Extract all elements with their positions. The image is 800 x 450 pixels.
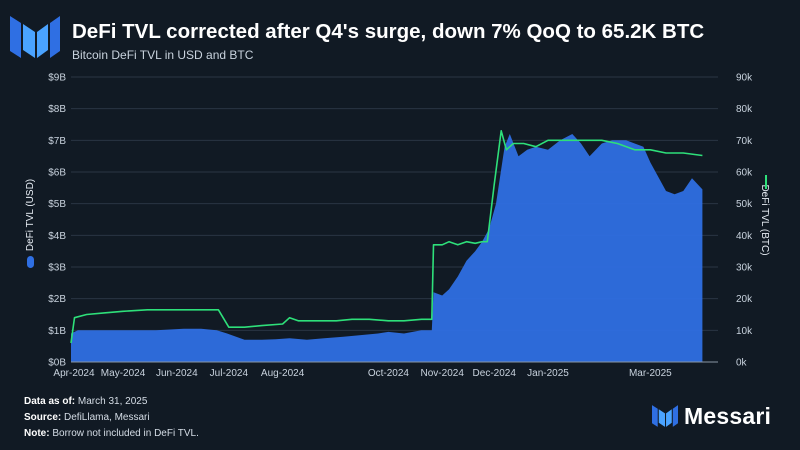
usd-area-series [71,134,702,362]
right-tick-label: 0k [736,358,748,369]
x-tick-label: May-2024 [101,368,146,379]
right-tick-label: 20k [736,294,753,305]
footer-note: Note: Borrow not included in DeFi TVL. [24,428,199,439]
x-tick-label: Aug-2024 [261,368,305,379]
left-tick-label: $6B [48,168,66,179]
left-tick-label: $0B [48,358,66,369]
right-tick-label: 60k [736,168,753,179]
x-tick-label: Jul-2024 [210,368,249,379]
left-tick-label: $2B [48,294,66,305]
left-tick-label: $1B [48,326,66,337]
left-tick-label: $4B [48,231,66,242]
right-axis-ticks: 0k 10k 20k 30k 40k 50k 60k 70k 80k 90k [736,73,753,369]
x-tick-label: Dec-2024 [473,368,517,379]
right-axis-legend: DeFi TVL (BTC) [759,184,770,255]
footer-source: Source: DefiLlama, Messari [24,412,150,423]
x-tick-label: Apr-2024 [53,368,95,379]
brand-logo: Messari [652,401,771,431]
right-tick-label: 10k [736,326,753,337]
left-tick-label: $5B [48,199,66,210]
note-value: Borrow not included in DeFi TVL. [50,428,199,439]
x-tick-label: Mar-2025 [629,368,672,379]
x-tick-label: Oct-2024 [368,368,410,379]
x-tick-label: Nov-2024 [421,368,465,379]
right-tick-label: 70k [736,136,753,147]
right-axis-label: DeFi TVL (BTC) [759,184,770,255]
x-tick-label: Jun-2024 [156,368,198,379]
left-axis-legend: DeFi TVL (USD) [25,179,36,251]
left-axis-ticks: $0B $1B $2B $3B $4B $5B $6B $7B $8B $9B [48,73,66,369]
source-value: DefiLlama, Messari [61,412,149,423]
left-tick-label: $9B [48,73,66,84]
footer-data-as-of: Data as of: March 31, 2025 [24,396,147,407]
left-tick-label: $7B [48,136,66,147]
left-tick-label: $3B [48,263,66,274]
brand-name: Messari [684,403,771,430]
brand-mark-icon [652,404,678,428]
right-tick-label: 50k [736,199,753,210]
right-tick-label: 40k [736,231,753,242]
right-tick-label: 30k [736,263,753,274]
x-axis-ticks: Apr-2024 May-2024 Jun-2024 Jul-2024 Aug-2024… [53,368,672,379]
btc-legend-swatch [765,175,767,189]
source-label: Source: [24,412,61,423]
right-tick-label: 90k [736,73,753,84]
data-as-of-value: March 31, 2025 [75,396,147,407]
data-as-of-label: Data as of: [24,396,75,407]
usd-legend-swatch [27,256,34,268]
left-tick-label: $8B [48,104,66,115]
x-tick-label: Jan-2025 [527,368,569,379]
left-axis-label: DeFi TVL (USD) [25,179,36,251]
note-label: Note: [24,428,50,439]
right-tick-label: 80k [736,104,753,115]
